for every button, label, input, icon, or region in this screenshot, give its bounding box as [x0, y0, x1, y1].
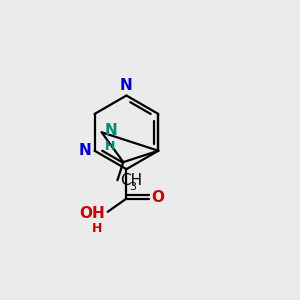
Text: N: N [78, 143, 91, 158]
Text: H: H [92, 222, 103, 235]
Text: N: N [105, 123, 117, 138]
Text: H: H [105, 140, 115, 153]
Text: OH: OH [79, 206, 105, 221]
Text: CH: CH [120, 173, 142, 188]
Text: N: N [120, 78, 133, 93]
Text: O: O [151, 190, 164, 205]
Text: 3: 3 [129, 182, 136, 192]
